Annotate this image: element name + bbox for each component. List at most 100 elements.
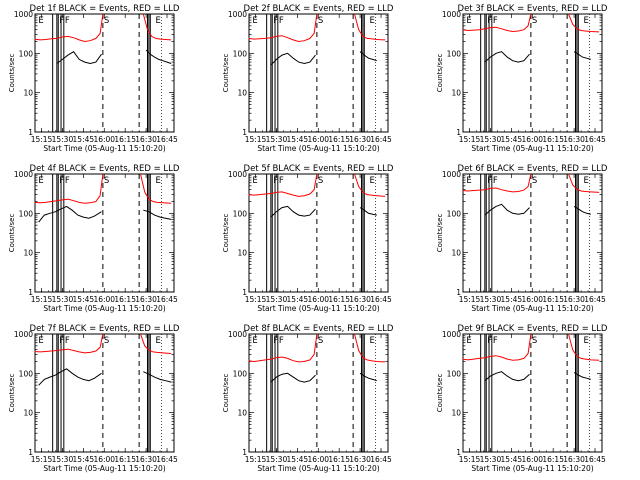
x-tick-label: 15:45: [287, 455, 309, 464]
x-tick-label: 15:15: [459, 295, 481, 304]
x-axis-label: Start Time (05-Aug-11 15:10:20): [43, 144, 165, 153]
y-tick-label: 100: [19, 369, 34, 378]
chart-panel-3: Det 3f BLACK = Events, RED = LLD 1 10 100 10…: [436, 4, 608, 153]
x-tick-label: 16:15: [114, 455, 136, 464]
y-axis-label: Counts/sec: [8, 54, 16, 93]
series-line-events: [270, 205, 316, 218]
annotation-label: E: [38, 16, 43, 26]
plot-frame: [248, 173, 389, 293]
x-axis-label: Start Time (05-Aug-11 15:10:20): [43, 464, 165, 473]
x-tick-label: 15:45: [287, 295, 309, 304]
y-tick-label: 10: [23, 249, 33, 258]
x-tick-label: 16:45: [584, 135, 606, 144]
chart-panel-8: Det 8f BLACK = Events, RED = LLD 1 10 100 10…: [222, 324, 394, 473]
series-line-events: [484, 51, 530, 63]
annotation-label: E: [252, 16, 257, 26]
annotation-label: E: [155, 336, 160, 346]
chart-title: Det 3f BLACK = Events, RED = LLD: [458, 4, 608, 14]
annotation-label: E: [369, 16, 374, 26]
x-tick-label: 15:15: [459, 455, 481, 464]
y-tick-label: 1000: [442, 10, 461, 19]
y-tick-label: 10: [237, 409, 247, 418]
x-tick-label: 15:45: [287, 135, 309, 144]
series-line-events: [143, 371, 172, 383]
annotation-label: S: [104, 336, 109, 346]
y-tick-label: 10: [237, 249, 247, 258]
series-line-lld: [462, 333, 532, 361]
x-tick-label: 15:45: [73, 135, 95, 144]
plot-frame: [462, 333, 603, 453]
y-tick-label: 1000: [14, 170, 33, 179]
x-tick-label: 16:45: [584, 455, 606, 464]
series-line-lld: [568, 333, 600, 361]
chart-title: Det 5f BLACK = Events, RED = LLD: [244, 164, 394, 174]
annotation-label: S: [532, 176, 537, 186]
series-line-events: [573, 51, 591, 60]
annotation-label: E: [583, 176, 588, 186]
annotation-label: F: [65, 176, 70, 186]
y-tick-label: 1000: [228, 170, 247, 179]
y-tick-label: 10: [23, 89, 33, 98]
x-tick-label: 15:45: [73, 295, 95, 304]
y-tick-label: 1000: [442, 170, 461, 179]
chart-title: Det 8f BLACK = Events, RED = LLD: [244, 324, 394, 334]
chart-panel-4: Det 4f BLACK = Events, RED = LLD 1 10 100 10…: [8, 164, 180, 313]
y-tick-label: 10: [237, 89, 247, 98]
x-tick-label: 16:15: [114, 295, 136, 304]
y-tick-label: 100: [19, 49, 34, 58]
x-tick-label: 16:00: [521, 135, 543, 144]
x-tick-label: 16:15: [328, 455, 350, 464]
series-line-lld: [34, 13, 104, 43]
x-tick-label: 16:00: [521, 295, 543, 304]
y-tick-label: 100: [233, 209, 248, 218]
x-tick-label: 16:15: [114, 135, 136, 144]
y-tick-label: 1: [456, 128, 461, 137]
annotation-label: F: [59, 176, 64, 186]
x-tick-label: 16:00: [93, 455, 115, 464]
annotation-label: E: [38, 176, 43, 186]
series-line-lld: [462, 13, 532, 33]
y-axis-label: Counts/sec: [222, 214, 230, 253]
x-tick-label: 16:30: [135, 135, 157, 144]
annotation-label: E: [38, 336, 43, 346]
x-tick-label: 15:15: [245, 295, 267, 304]
series-line-events: [270, 372, 316, 383]
x-axis-label: Start Time (05-Aug-11 15:10:20): [257, 304, 379, 313]
annotation-label: E: [466, 336, 471, 346]
series-line-events: [38, 368, 102, 386]
y-axis-label: Counts/sec: [222, 374, 230, 413]
y-axis-label: Counts/sec: [8, 374, 16, 413]
plot-frame: [34, 173, 175, 293]
x-tick-label: 16:30: [563, 135, 585, 144]
x-tick-label: 16:30: [563, 295, 585, 304]
series-line-events: [359, 207, 377, 216]
y-tick-label: 100: [447, 49, 462, 58]
y-tick-label: 100: [233, 369, 248, 378]
x-tick-label: 15:15: [31, 135, 53, 144]
plot-frame: [34, 13, 175, 133]
x-tick-label: 15:45: [501, 455, 523, 464]
y-axis-label: Counts/sec: [436, 374, 444, 413]
series-line-events: [56, 51, 102, 65]
annotation-label: E: [252, 176, 257, 186]
series-line-lld: [140, 333, 172, 354]
annotation-label: F: [273, 176, 278, 186]
x-tick-label: 16:00: [307, 455, 329, 464]
x-axis-label: Start Time (05-Aug-11 15:10:20): [471, 144, 593, 153]
annotation-label: F: [487, 336, 492, 346]
annotation-label: E: [369, 176, 374, 186]
x-tick-label: 16:45: [370, 455, 392, 464]
annotation-label: F: [65, 336, 70, 346]
chart-title: Det 6f BLACK = Events, RED = LLD: [458, 164, 608, 174]
annotation-label: S: [532, 336, 537, 346]
x-tick-label: 15:30: [266, 295, 288, 304]
x-tick-label: 15:30: [52, 135, 74, 144]
x-tick-label: 15:45: [501, 295, 523, 304]
series-line-lld: [140, 173, 172, 204]
series-line-lld: [354, 333, 386, 363]
series-line-events: [573, 372, 591, 380]
y-tick-label: 1: [242, 128, 247, 137]
chart-title: Det 1f BLACK = Events, RED = LLD: [30, 4, 180, 14]
chart-panel-1: Det 1f BLACK = Events, RED = LLD 1 10 100 10…: [8, 4, 180, 153]
